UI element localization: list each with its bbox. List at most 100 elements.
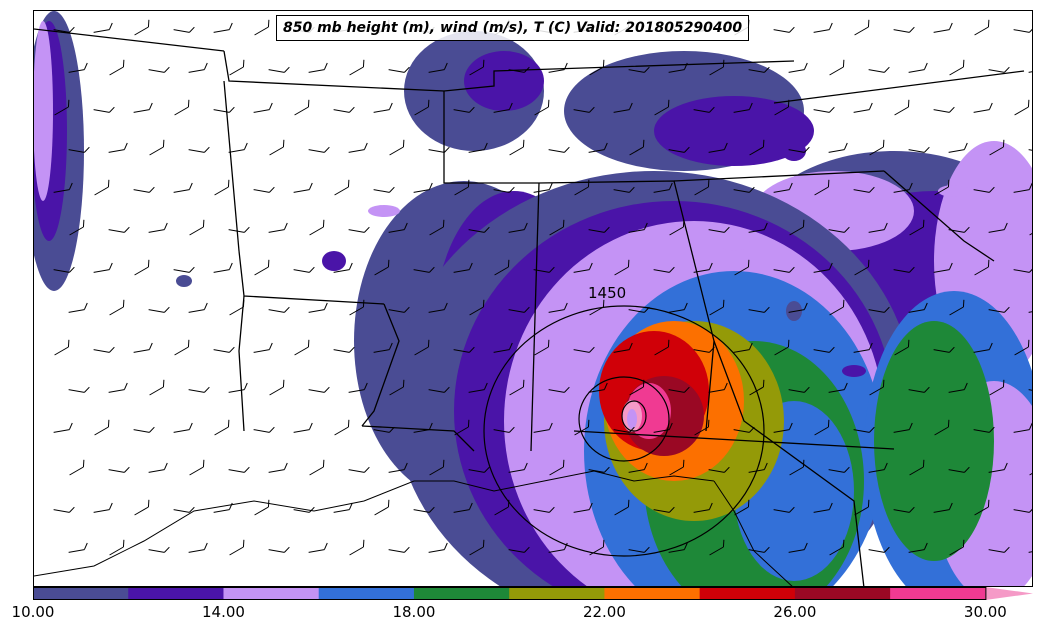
wind-barb — [748, 546, 770, 553]
wind-barb — [814, 179, 830, 196]
wind-barb — [988, 306, 1010, 313]
wind-barb — [68, 62, 88, 73]
wind-barb — [348, 382, 368, 393]
wind-barb — [148, 546, 170, 553]
wind-barb — [533, 506, 555, 513]
wind-barb — [188, 146, 210, 153]
wind-barb — [213, 106, 235, 113]
wind-barb — [773, 506, 795, 513]
wind-barb — [893, 182, 913, 193]
wind-barb — [613, 186, 635, 193]
wind-barb — [694, 179, 710, 196]
wind-barb — [189, 459, 205, 476]
wind-barb — [613, 426, 635, 433]
wind-barb — [333, 262, 353, 273]
state-border — [773, 70, 1025, 104]
wind-barb — [133, 102, 153, 113]
wind-barb — [149, 379, 165, 396]
wind-barb — [789, 459, 805, 476]
wind-barb — [533, 266, 555, 273]
wind-barb — [868, 66, 890, 73]
wind-barb — [854, 499, 870, 516]
wind-barb — [309, 459, 325, 476]
wind-barb — [813, 502, 833, 513]
wind-barb — [253, 102, 273, 113]
wind-barb — [533, 422, 553, 433]
wind-barb — [53, 266, 75, 273]
wind-barb — [214, 179, 230, 196]
wind-barb — [788, 62, 808, 73]
colorbar-tick-label: 18.00 — [392, 603, 436, 621]
wind-barb — [133, 426, 155, 433]
wind-barb — [508, 546, 530, 553]
colorbar-segment — [509, 587, 605, 600]
wind-barb — [989, 379, 1005, 396]
wind-barb — [893, 422, 913, 433]
colorbar-tick-label: 10.00 — [11, 603, 55, 621]
height-contour — [578, 376, 670, 462]
wind-barb — [829, 59, 845, 76]
wind-barb — [828, 226, 850, 233]
wind-barb — [229, 59, 245, 76]
wind-barb — [573, 106, 595, 113]
wind-barb — [308, 542, 328, 553]
wind-barb — [109, 299, 125, 316]
wind-barb — [628, 546, 650, 553]
wind-barb — [508, 462, 528, 473]
wind-barb — [653, 422, 673, 433]
wind-barb — [974, 499, 990, 516]
state-border — [673, 170, 885, 182]
wind-barb — [308, 146, 330, 153]
wind-barb — [494, 259, 510, 276]
temperature-speck — [938, 185, 970, 197]
wind-barb — [893, 266, 915, 273]
wind-barb — [428, 302, 448, 313]
wind-barb — [508, 66, 530, 73]
wind-barb — [454, 419, 470, 436]
wind-barb — [149, 139, 165, 156]
colorbar-outline — [33, 587, 987, 600]
state-border — [530, 182, 540, 452]
wind-barb — [453, 106, 475, 113]
map-panel — [33, 10, 1033, 587]
wind-barb — [868, 306, 890, 313]
wind-barb — [614, 499, 630, 516]
wind-barb — [268, 546, 290, 553]
wind-barb — [534, 339, 550, 356]
wind-barb — [148, 222, 168, 233]
wind-barb — [133, 186, 155, 193]
wind-barb — [1028, 149, 1032, 153]
wind-barb — [188, 302, 208, 313]
coastline — [34, 470, 715, 577]
wind-barb — [948, 382, 968, 393]
wind-barb — [548, 302, 568, 313]
wind-barb — [388, 66, 410, 73]
wind-barb — [588, 226, 610, 233]
wind-barb — [93, 106, 115, 113]
wind-barb — [1028, 309, 1032, 313]
wind-barb — [668, 62, 688, 73]
wind-barb — [508, 306, 530, 313]
temperature-speck — [718, 231, 750, 251]
wind-barb — [629, 139, 645, 156]
wind-barb — [909, 459, 925, 476]
wind-barb — [333, 106, 355, 113]
wind-barb — [414, 339, 430, 356]
wind-barb — [588, 382, 608, 393]
wind-barb — [694, 419, 710, 436]
wind-barb — [813, 262, 833, 273]
wind-barb — [774, 339, 790, 356]
wind-barb — [53, 506, 75, 513]
wind-barb — [773, 26, 795, 33]
wind-barb — [1013, 506, 1032, 513]
wind-barb — [708, 382, 728, 393]
wind-barb — [709, 299, 725, 316]
wind-barb — [573, 262, 593, 273]
wind-barb — [253, 342, 273, 353]
wind-barb — [428, 62, 448, 73]
wind-barb — [813, 106, 835, 113]
wind-barb — [493, 186, 515, 193]
wind-barb — [348, 466, 370, 473]
state-border — [443, 60, 795, 92]
state-border — [34, 28, 225, 52]
